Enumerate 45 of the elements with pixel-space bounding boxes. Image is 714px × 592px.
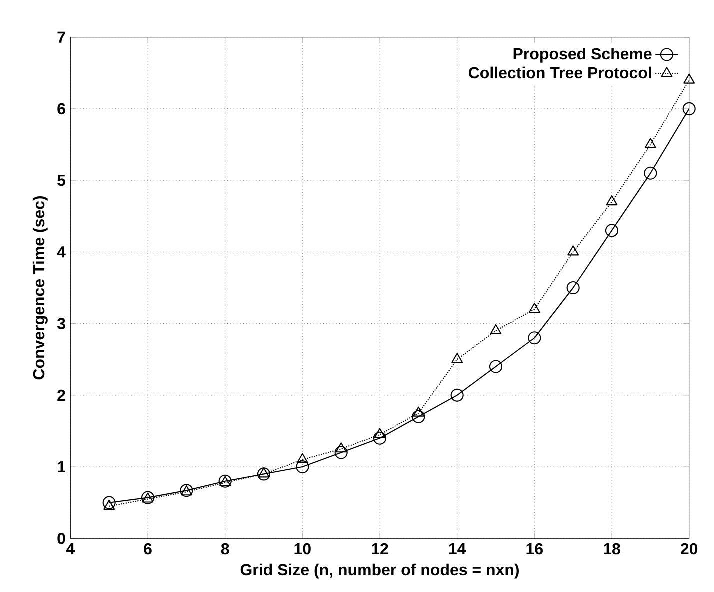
point: [296, 460, 310, 474]
point: [644, 138, 656, 148]
legend-label: Proposed Scheme: [514, 48, 652, 63]
x-tick-label: 18: [604, 543, 620, 555]
y-tick-label: 3: [57, 318, 66, 330]
point: [296, 453, 308, 464]
point: [412, 410, 426, 424]
x-axis-title: Grid Size (n, number of nodes = nxn): [240, 564, 519, 579]
y-tick-label: 0: [58, 532, 66, 544]
x-tick-label: 12: [372, 543, 388, 555]
point: [373, 432, 387, 445]
point: [489, 360, 503, 374]
point: [334, 446, 348, 460]
point: [257, 468, 271, 481]
y-tick-label: 6: [58, 103, 66, 115]
y-tick-label: 5: [58, 174, 66, 186]
point: [336, 442, 348, 453]
point: [644, 166, 658, 180]
legend-label: Collection Tree Protocol: [469, 66, 652, 79]
point: [374, 428, 386, 438]
point: [528, 302, 540, 314]
y-axis-title: Convergence Time (sec): [32, 196, 48, 380]
y-tick-label: 4: [57, 246, 66, 258]
point: [452, 353, 464, 364]
point: [450, 388, 464, 402]
x-tick-label: 10: [294, 543, 311, 555]
x-tick-label: 4: [66, 543, 76, 554]
x-tick-label: 6: [144, 543, 152, 555]
point: [490, 324, 502, 334]
x-tick-label: 20: [681, 543, 698, 555]
x-tick-label: 14: [449, 543, 466, 554]
y-tick-label: 7: [58, 32, 66, 43]
point: [682, 102, 696, 116]
x-tick-label: 16: [526, 543, 543, 555]
x-tick-label: 8: [221, 543, 230, 555]
y-tick-label: 1: [58, 462, 66, 473]
point: [606, 196, 618, 206]
point: [605, 224, 619, 238]
point: [258, 468, 270, 478]
point: [566, 281, 580, 295]
point: [412, 406, 424, 417]
y-tick-label: 2: [58, 390, 66, 402]
point: [684, 74, 696, 84]
point: [568, 246, 580, 256]
point: [528, 332, 542, 345]
